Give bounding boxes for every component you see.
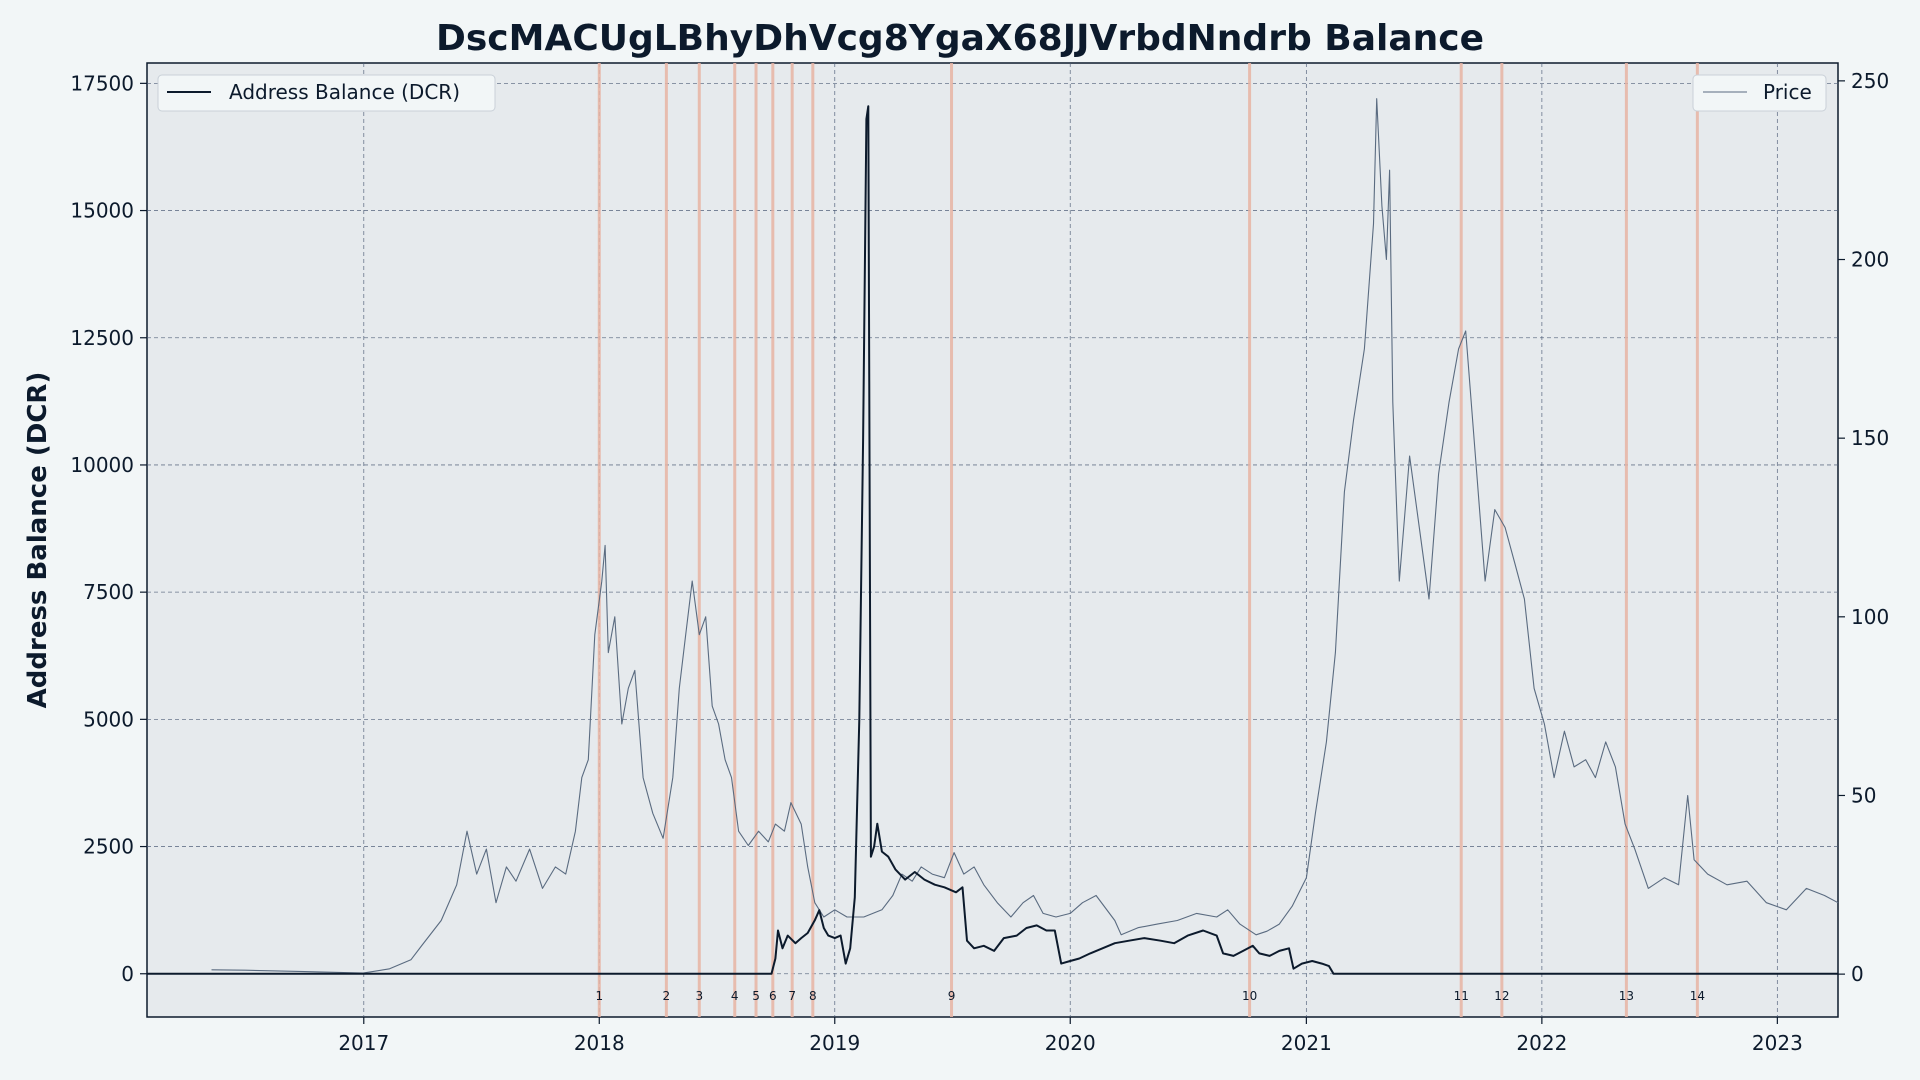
balance-series — [147, 105, 1838, 975]
balance-line — [147, 105, 1838, 975]
event-marker-label: 2 — [663, 989, 671, 1003]
y2-tick-label: 200 — [1851, 248, 1889, 272]
x-tick-label: 2022 — [1516, 1031, 1567, 1055]
legend-balance-label: Address Balance (DCR) — [229, 80, 460, 104]
x-axis: 2017 2018 2019 2020 2021 2022 2023 — [338, 1017, 1803, 1055]
event-marker-label: 7 — [788, 989, 796, 1003]
y-tick-label: 12500 — [70, 326, 134, 350]
event-marker-label: 11 — [1454, 989, 1469, 1003]
event-marker-label: 9 — [948, 989, 956, 1003]
event-marker-label: 8 — [809, 989, 817, 1003]
price-series — [211, 98, 1839, 974]
event-marker-label: 12 — [1494, 989, 1509, 1003]
legend-price-label: Price — [1763, 80, 1812, 104]
event-marker-label: 10 — [1242, 989, 1257, 1003]
event-marker-label: 6 — [769, 989, 777, 1003]
event-marker-label: 3 — [695, 989, 703, 1003]
x-tick-label: 2023 — [1752, 1031, 1803, 1055]
legend-price: Price — [1692, 74, 1827, 112]
event-marker-label: 5 — [752, 989, 760, 1003]
y2-tick-label: 100 — [1851, 605, 1889, 629]
y-axis-right: 0 50 100 150 200 250 — [1838, 69, 1889, 986]
x-tick-label: 2021 — [1281, 1031, 1332, 1055]
y2-tick-label: 0 — [1851, 962, 1864, 986]
y2-tick-label: 50 — [1851, 783, 1876, 807]
y2-tick-label: 150 — [1851, 426, 1889, 450]
y-tick-label: 17500 — [70, 71, 134, 95]
y-axis-label: Address Balance (DCR) — [23, 372, 53, 709]
y-tick-label: 10000 — [70, 453, 134, 477]
chart-title: DscMACUgLBhyDhVcg8YgaX68JJVrbdNndrb Bala… — [436, 18, 1484, 59]
event-marker-label: 4 — [731, 989, 739, 1003]
y-tick-label: 15000 — [70, 199, 134, 223]
x-tick-label: 2020 — [1045, 1031, 1096, 1055]
plot-area — [146, 62, 1839, 1018]
event-markers: 1 2 3 4 5 6 7 8 9 10 11 12 13 14 — [595, 63, 1705, 1017]
y-tick-label: 5000 — [83, 707, 134, 731]
event-marker-label: 1 — [595, 989, 603, 1003]
event-marker-label: 14 — [1690, 989, 1705, 1003]
y-tick-label: 2500 — [83, 835, 134, 859]
y-tick-label: 0 — [121, 962, 134, 986]
y2-tick-label: 250 — [1851, 69, 1889, 93]
x-tick-label: 2018 — [574, 1031, 625, 1055]
x-tick-label: 2019 — [809, 1031, 860, 1055]
price-line — [211, 98, 1839, 974]
legend-balance: Address Balance (DCR) — [157, 74, 496, 112]
event-marker-label: 13 — [1619, 989, 1634, 1003]
x-tick-label: 2017 — [338, 1031, 389, 1055]
y-axis-left: 0 2500 5000 7500 10000 12500 15000 17500 — [70, 71, 147, 986]
y-tick-label: 7500 — [83, 580, 134, 604]
